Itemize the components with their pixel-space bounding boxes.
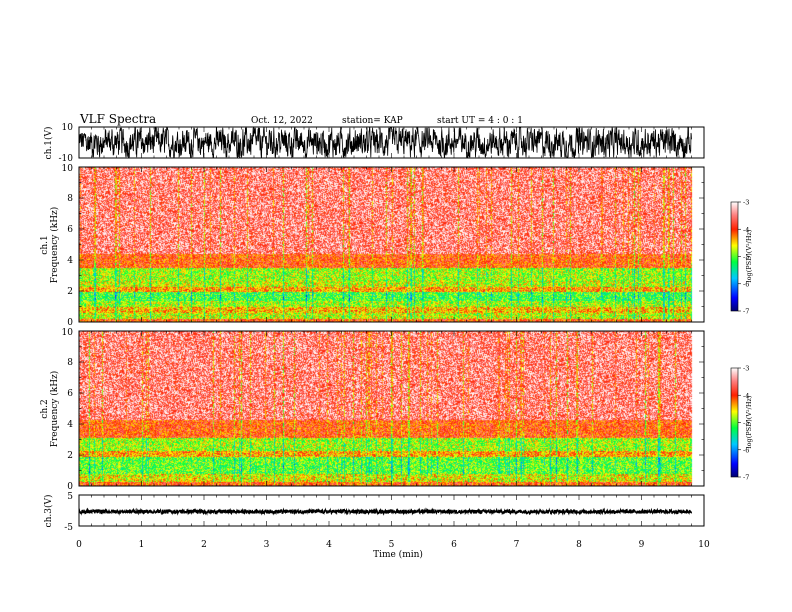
ch2-spectrogram-ylabel-channel: ch.2 xyxy=(40,399,50,418)
ch3-waveform-ylabel: ch.3(V) xyxy=(43,495,54,528)
time-tick-label-2: 2 xyxy=(201,540,207,550)
ch2-spec-ytick-4: 4 xyxy=(67,420,73,430)
ch1-spec-ytick-8: 8 xyxy=(67,194,73,204)
ch2-colorbar-label: log(PSD)(V²/Hz) xyxy=(745,395,753,448)
time-axis-label: Time (min) xyxy=(373,549,423,560)
colorbar-tick-label: -4 xyxy=(743,392,749,400)
colorbar-tick-label: -6 xyxy=(743,280,749,288)
colorbar-tick-label: -7 xyxy=(743,308,749,316)
ch1-spectrogram-ylabel-frequency: Frequency (kHz) xyxy=(49,207,60,284)
ch1-waveform-ticks xyxy=(78,127,705,158)
time-tick-label-0: 0 xyxy=(76,540,82,550)
ch1-colorbar: -3 -4 -5 -6 -7 log(PSD)(V²/Hz) xyxy=(730,199,753,316)
waveform-line xyxy=(78,126,692,159)
colorbar-tick-label: -7 xyxy=(743,474,749,482)
ch3-waveform-trace xyxy=(78,507,693,516)
ch1-spectrogram-ylabel-channel: ch.1 xyxy=(40,235,50,254)
ch1-colorbar-scale xyxy=(730,201,739,312)
ch2-spec-ytick-6: 6 xyxy=(67,389,73,399)
time-tick-label-3: 3 xyxy=(264,540,270,550)
ch2-spectrogram-image xyxy=(79,331,704,486)
header-station: station= KAP xyxy=(342,116,403,126)
colorbar-tick-label: -5 xyxy=(743,253,749,261)
ch3-waveform-ticks xyxy=(78,495,705,526)
ch1-ytick-top: 10 xyxy=(62,123,74,133)
header-date: Oct. 12, 2022 xyxy=(251,116,313,126)
ch2-colorbar-ticks: -3 -4 -5 -6 -7 xyxy=(738,365,749,482)
ch1-waveform-panel: 10 -10 ch.1(V) xyxy=(43,123,705,164)
ch2-spec-ytick-2: 2 xyxy=(67,451,73,461)
time-tick-label-5: 5 xyxy=(389,540,395,550)
header-start-ut: start UT = 4 : 0 : 1 xyxy=(437,116,523,126)
time-axis-ticklabels: 0 1 2 3 4 5 6 7 8 9 10 xyxy=(76,540,710,550)
ch3-waveform-panel: 5 -5 ch.3(V) 0 1 2 3 4 5 6 7 8 9 10 Time (min) xyxy=(43,492,710,560)
ch2-spectrogram-panel: 0 2 4 6 8 10 ch.2 Frequency (kHz) xyxy=(40,328,705,492)
ch1-spectrogram-ticks xyxy=(78,166,705,323)
ch1-spec-ytick-0: 0 xyxy=(67,318,73,328)
colorbar-tick-label: -3 xyxy=(743,199,749,207)
ch1-spec-ytick-6: 6 xyxy=(67,225,73,235)
ch1-colorbar-ticks: -3 -4 -5 -6 -7 xyxy=(738,199,749,316)
ch1-colorbar-label: log(PSD)(V²/Hz) xyxy=(745,229,753,282)
ch2-spectrogram-ylabel-frequency: Frequency (kHz) xyxy=(49,371,60,448)
ch3-ytick-top: 5 xyxy=(67,492,73,502)
ch2-colorbar: -3 -4 -5 -6 -7 log(PSD)(V²/Hz) xyxy=(730,365,753,482)
ch2-spec-ytick-0: 0 xyxy=(67,482,73,492)
time-tick-label-6: 6 xyxy=(451,540,457,550)
ch1-spectrogram-yticklabels: 0 2 4 6 8 10 xyxy=(62,164,74,328)
time-tick-label-10: 10 xyxy=(698,540,710,550)
ch1-spec-ytick-4: 4 xyxy=(67,256,73,266)
ch2-spectrogram-ticks xyxy=(78,330,705,487)
figure-title: VLF Spectra xyxy=(79,112,156,126)
ch2-colorbar-scale xyxy=(730,367,739,478)
time-tick-label-8: 8 xyxy=(576,540,582,550)
colorbar-tick-label: -3 xyxy=(743,365,749,373)
ch3-ytick-bottom: -5 xyxy=(64,523,73,533)
ch2-spec-ytick-8: 8 xyxy=(67,358,73,368)
time-tick-label-7: 7 xyxy=(514,540,520,550)
colorbar-tick-label: -4 xyxy=(743,226,749,234)
ch1-spec-ytick-2: 2 xyxy=(67,287,73,297)
ch1-spec-ytick-10: 10 xyxy=(62,164,74,174)
time-tick-label-1: 1 xyxy=(139,540,145,550)
colorbar-tick-label: -5 xyxy=(743,419,749,427)
ch1-waveform-trace xyxy=(78,126,692,159)
ch1-waveform-ylabel: ch.1(V) xyxy=(43,127,54,160)
ch2-spec-ytick-10: 10 xyxy=(62,328,74,338)
colorbar-tick-label: -6 xyxy=(743,446,749,454)
ch1-ytick-bottom: -10 xyxy=(59,154,74,164)
time-tick-label-4: 4 xyxy=(326,540,332,550)
waveform-line xyxy=(78,507,693,516)
ch1-spectrogram-panel: 0 2 4 6 8 10 ch.1 Frequency (kHz) xyxy=(40,164,705,328)
time-tick-label-9: 9 xyxy=(639,540,645,550)
ch1-spectrogram-image xyxy=(79,167,704,322)
